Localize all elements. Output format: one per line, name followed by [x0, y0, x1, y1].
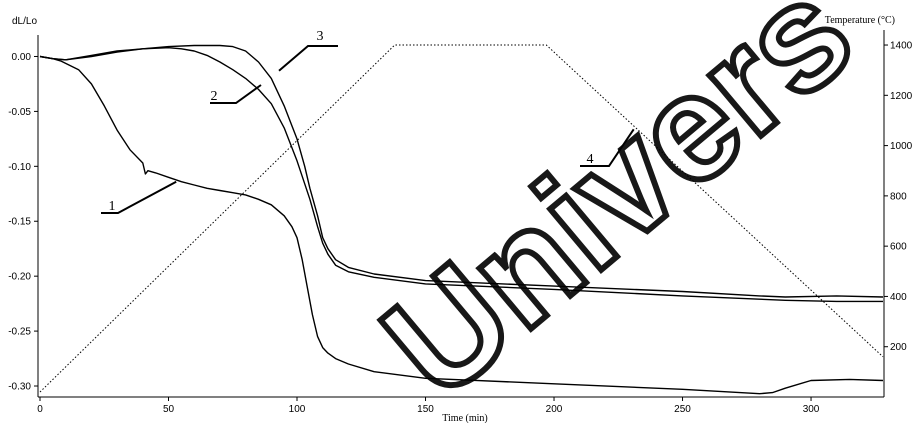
left-axis-title: dL/Lo [12, 16, 37, 27]
x-axis-title: Time (min) [442, 413, 487, 423]
right-tick-label: 200 [890, 342, 907, 353]
left-tick-label: -0.15 [8, 217, 31, 228]
left-tick-label: -0.10 [8, 162, 31, 173]
callout-4-leader [580, 128, 635, 167]
left-tick-label: -0.20 [8, 272, 31, 283]
left-tick-label: -0.30 [8, 382, 31, 393]
callout-2-leader [210, 84, 262, 104]
x-tick-label: 250 [674, 404, 691, 415]
right-tick-label: 800 [890, 191, 907, 202]
left-tick-label: 0.00 [12, 52, 32, 63]
x-tick-label: 100 [289, 404, 306, 415]
x-tick-label: 200 [546, 404, 563, 415]
x-tick-label: 50 [163, 404, 175, 415]
left-tick-label: -0.25 [8, 327, 31, 338]
right-axis-title: Temperature (°C) [825, 15, 895, 26]
x-tick-label: 150 [417, 404, 434, 415]
right-tick-label: 600 [890, 242, 907, 253]
right-tick-label: 1400 [890, 41, 912, 52]
series-group [39, 44, 884, 395]
right-tick-label: 1000 [890, 141, 912, 152]
callout-3-label: 3 [317, 29, 324, 44]
callout-2-label: 2 [211, 89, 218, 104]
right-tick-label: 400 [890, 292, 907, 303]
series-3-line [39, 44, 884, 298]
watermark: Univers [353, 0, 883, 423]
callout-3-leader [278, 45, 338, 72]
x-tick-label: 0 [37, 404, 43, 415]
left-tick-label: -0.05 [8, 107, 31, 118]
callout-1-label: 1 [109, 199, 116, 214]
right-tick-label: 1200 [890, 91, 912, 102]
x-tick-label: 300 [803, 404, 820, 415]
axis-ticks: 0 50 100 150 200 250 300 0.00 -0.05 -0.10 -0.15 -0.… [8, 41, 912, 415]
series-1-line [39, 55, 884, 395]
callout-1-leader [101, 180, 177, 214]
callout-4-label: 4 [587, 152, 594, 167]
callout-group: 1 2 3 4 [101, 29, 635, 214]
